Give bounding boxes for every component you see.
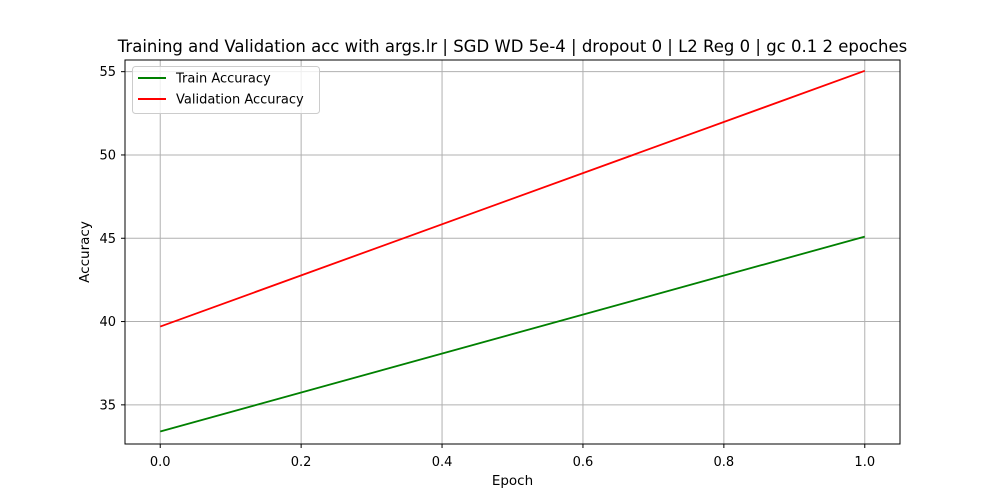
x-tick-label: 0.4 <box>432 455 453 470</box>
chart-title: Training and Validation acc with args.lr… <box>117 37 907 56</box>
legend-label-train-accuracy: Train Accuracy <box>175 72 271 87</box>
series-line-validation-accuracy <box>159 69 866 328</box>
y-tick-label: 40 <box>99 315 116 330</box>
y-tick-label: 55 <box>99 65 116 80</box>
plot-area-frame <box>124 59 901 445</box>
x-axis-ticks: 0.0 0.2 0.4 0.6 0.8 1.0 <box>150 444 875 470</box>
y-axis-label: Accuracy <box>77 221 93 283</box>
x-tick-label: 1.0 <box>854 455 875 470</box>
y-tick-label: 35 <box>99 398 116 413</box>
y-axis-ticks: 35 40 45 50 55 <box>99 65 125 413</box>
y-tick-label: 45 <box>99 232 116 247</box>
legend-box <box>132 66 320 114</box>
x-tick-label: 0.8 <box>714 455 735 470</box>
x-tick-label: 0.0 <box>150 455 171 470</box>
y-tick-label: 50 <box>99 148 116 163</box>
x-axis-label: Epoch <box>492 473 533 489</box>
x-tick-label: 0.6 <box>573 455 594 470</box>
grid <box>125 60 900 444</box>
series-lines <box>159 69 866 433</box>
x-tick-label: 0.2 <box>291 455 312 470</box>
legend: Train Accuracy Validation Accuracy <box>132 66 320 114</box>
series-line-train-accuracy <box>159 235 866 433</box>
legend-label-validation-accuracy: Validation Accuracy <box>176 93 304 108</box>
